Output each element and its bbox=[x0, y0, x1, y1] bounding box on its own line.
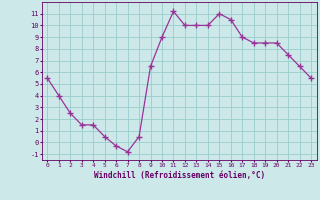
X-axis label: Windchill (Refroidissement éolien,°C): Windchill (Refroidissement éolien,°C) bbox=[94, 171, 265, 180]
